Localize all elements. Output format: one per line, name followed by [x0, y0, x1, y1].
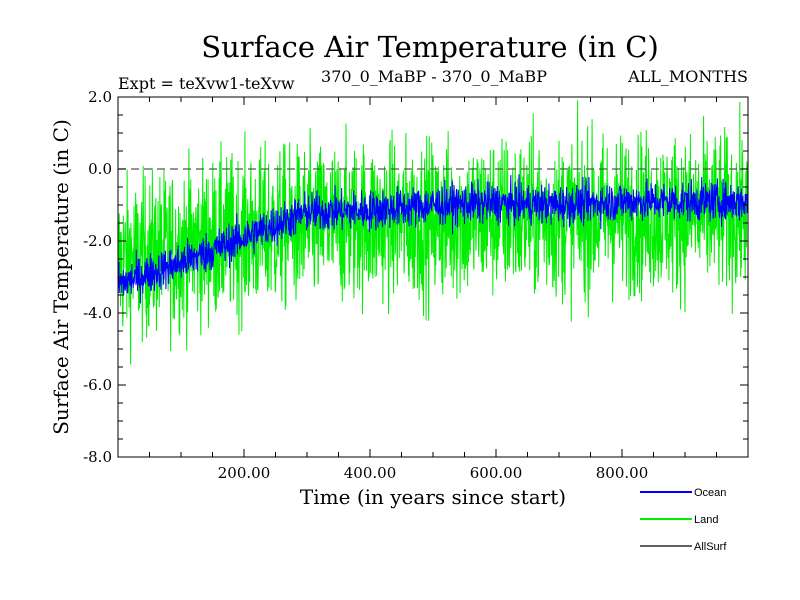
x-axis-label: Time (in years since start) [300, 485, 566, 509]
chart-title: Surface Air Temperature (in C) [201, 30, 659, 64]
x-tick-label: 400.00 [344, 464, 397, 482]
x-tick-label: 200.00 [218, 464, 271, 482]
y-tick-label: -4.0 [83, 304, 112, 322]
series-line-ocean [117, 174, 749, 304]
x-tick-label: 600.00 [470, 464, 523, 482]
legend-label-ocean: Ocean [694, 487, 726, 499]
y-tick-label: -2.0 [83, 232, 112, 250]
plot-area [117, 100, 749, 365]
y-axis-label: Surface Air Temperature (in C) [49, 119, 73, 435]
legend: Ocean Land AllSurf [640, 487, 727, 553]
legend-label-allsurf: AllSurf [694, 541, 727, 553]
y-tick-label: 0.0 [88, 160, 112, 178]
y-axis: -8.0 -6.0 -4.0 -2.0 0.0 2.0 [83, 88, 748, 466]
y-tick-label: -6.0 [83, 376, 112, 394]
subtitle-right: ALL_MONTHS [627, 67, 748, 86]
x-axis: 200.00 400.00 600.00 800.00 [149, 97, 717, 482]
x-tick-label: 800.00 [596, 464, 649, 482]
y-tick-label: -8.0 [83, 448, 112, 466]
series-line-land [117, 100, 749, 365]
subtitle-left: Expt = teXvw1-teXvw [118, 74, 295, 93]
legend-label-land: Land [694, 514, 718, 526]
y-tick-label: 2.0 [88, 88, 112, 106]
subtitle-center: 370_0_MaBP - 370_0_MaBP [321, 67, 547, 86]
series-land [117, 100, 749, 365]
series-ocean [117, 174, 749, 304]
